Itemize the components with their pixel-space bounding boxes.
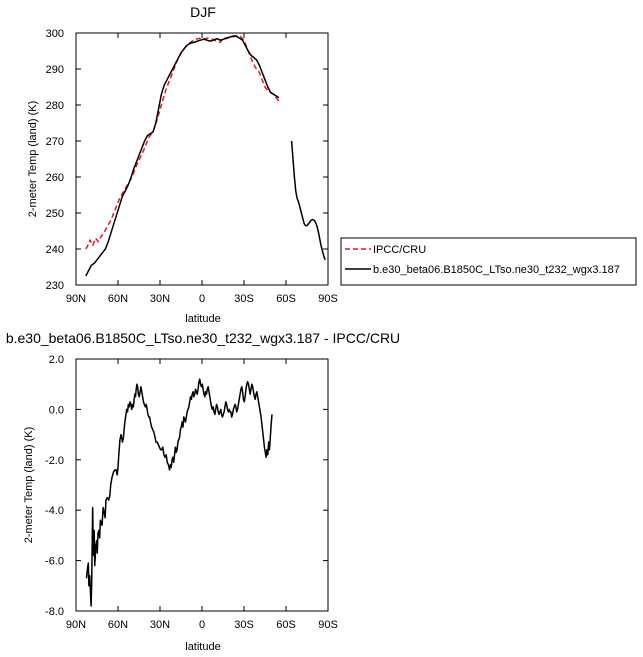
bottom-series-0-line — [85, 378, 273, 607]
bottom-panel: b.e30_beta06.B1850C_LTso.ne30_t232_wgx3.… — [6, 330, 400, 653]
legend-label-ipcc: IPCC/CRU — [373, 244, 426, 256]
bottom-chart-title: b.e30_beta06.B1850C_LTso.ne30_t232_wgx3.… — [6, 330, 400, 346]
top-y-tick-label: 290 — [46, 64, 64, 76]
top-series-1-line — [290, 140, 326, 261]
top-series-0-line — [85, 34, 281, 250]
bottom-grid-ticks — [75, 358, 329, 612]
top-tick-labels: 90N 60N 30N 0 30S 60S 90S 230 240 250 260 270 280 290… — [46, 28, 338, 305]
legend-label-model: b.e30_beta06.B1850C_LTso.ne30_t232_wgx3.… — [373, 264, 620, 276]
bottom-y-tick-label: -2.0 — [45, 455, 64, 467]
bottom-plot-frame — [75, 358, 329, 612]
bottom-x-tick-label: 0 — [199, 619, 205, 631]
top-chart-title: DJF — [190, 4, 216, 20]
top-y-tick-label: 250 — [46, 208, 64, 220]
top-series — [85, 34, 326, 277]
bottom-x-tick-label: 30N — [150, 619, 170, 631]
legend: IPCC/CRU b.e30_beta06.B1850C_LTso.ne30_t… — [340, 237, 637, 286]
bottom-x-tick-label: 90S — [318, 619, 338, 631]
bottom-y-tick-label: 2.0 — [49, 354, 64, 366]
bottom-tick-labels: 90N 60N 30N 0 30S 60S 90S 2.0 0.0 -2.0 -4.0 -6.0 -8.… — [45, 354, 338, 631]
top-x-tick-label: 30S — [234, 293, 254, 305]
top-x-tick-label: 90S — [318, 293, 338, 305]
bottom-y-tick-label: 0.0 — [49, 404, 64, 416]
top-grid-ticks — [75, 32, 329, 286]
bottom-series — [85, 378, 273, 607]
top-x-tick-label: 60S — [276, 293, 296, 305]
bottom-x-tick-label: 90N — [66, 619, 86, 631]
top-y-tick-label: 260 — [46, 172, 64, 184]
bottom-x-tick-label: 30S — [234, 619, 254, 631]
top-series-1-line — [85, 35, 280, 277]
top-x-axis-label: latitude — [185, 313, 220, 325]
top-x-tick-label: 30N — [150, 293, 170, 305]
bottom-x-axis-label: latitude — [185, 641, 220, 653]
legend-box — [340, 237, 637, 286]
top-panel: DJF 90N 60N 30N 0 30S 60S 90S 230 240 250 260 270 28… — [27, 4, 338, 325]
top-y-tick-label: 270 — [46, 136, 64, 148]
top-x-tick-label: 60N — [108, 293, 128, 305]
top-y-axis-label: 2-meter Temp (land) (K) — [27, 101, 39, 218]
bottom-y-axis-label: 2-meter Temp (land) (K) — [23, 427, 35, 544]
top-y-tick-label: 230 — [46, 280, 64, 292]
bottom-y-tick-label: -8.0 — [45, 606, 64, 618]
top-plot-frame — [75, 32, 329, 286]
top-y-tick-label: 280 — [46, 100, 64, 112]
bottom-y-tick-label: -4.0 — [45, 505, 64, 517]
bottom-y-tick-label: -6.0 — [45, 556, 64, 568]
bottom-x-tick-label: 60N — [108, 619, 128, 631]
bottom-x-tick-label: 60S — [276, 619, 296, 631]
top-x-tick-label: 0 — [199, 293, 205, 305]
top-x-tick-label: 90N — [66, 293, 86, 305]
top-y-tick-label: 240 — [46, 244, 64, 256]
top-y-tick-label: 300 — [46, 28, 64, 40]
